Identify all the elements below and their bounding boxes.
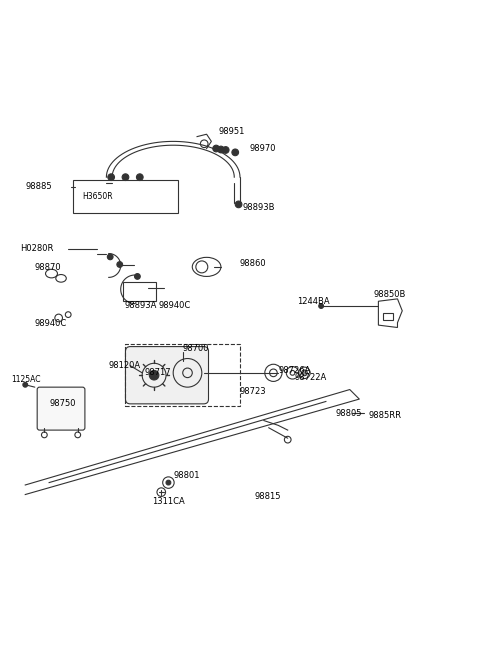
Circle shape <box>232 149 239 156</box>
Text: 98850B: 98850B <box>373 290 406 299</box>
Text: 98885: 98885 <box>25 182 52 191</box>
Bar <box>125 345 240 406</box>
Circle shape <box>235 201 242 208</box>
Text: 98940C: 98940C <box>159 301 191 310</box>
Circle shape <box>134 274 140 279</box>
Circle shape <box>166 480 171 485</box>
Circle shape <box>301 370 307 376</box>
Circle shape <box>149 371 159 380</box>
Text: 98860: 98860 <box>240 259 266 268</box>
Text: 1244BA: 1244BA <box>297 297 330 306</box>
Circle shape <box>222 147 229 153</box>
Bar <box>383 313 393 320</box>
Text: 98870: 98870 <box>35 263 61 272</box>
Bar <box>123 282 156 301</box>
Circle shape <box>108 174 115 181</box>
Circle shape <box>117 261 122 267</box>
Text: 98970: 98970 <box>250 144 276 153</box>
Text: 9885RR: 9885RR <box>369 411 402 421</box>
Text: 1311CA: 1311CA <box>152 497 184 506</box>
Circle shape <box>122 174 129 181</box>
Circle shape <box>23 383 28 387</box>
Text: 98717: 98717 <box>144 368 171 377</box>
Text: 98750: 98750 <box>49 400 76 408</box>
Text: H0280R: H0280R <box>21 244 54 253</box>
Text: 98723: 98723 <box>240 387 266 396</box>
Text: 98815: 98815 <box>254 493 281 502</box>
Text: 98700: 98700 <box>183 345 209 354</box>
Circle shape <box>108 254 113 260</box>
Text: 98893B: 98893B <box>242 203 275 212</box>
Circle shape <box>213 145 219 152</box>
Text: 98722A: 98722A <box>295 373 327 382</box>
Text: 1125AC: 1125AC <box>11 375 40 384</box>
Text: 98805: 98805 <box>336 409 362 418</box>
Text: 98120A: 98120A <box>109 361 141 370</box>
Text: 98951: 98951 <box>218 127 245 136</box>
Circle shape <box>136 174 143 181</box>
Circle shape <box>217 146 224 153</box>
Text: 98940C: 98940C <box>35 319 67 328</box>
FancyBboxPatch shape <box>37 387 85 430</box>
Circle shape <box>319 304 324 309</box>
Text: 98893A: 98893A <box>124 301 157 310</box>
Text: 98726A: 98726A <box>278 366 311 375</box>
Text: 98801: 98801 <box>173 471 200 480</box>
Bar <box>73 179 178 213</box>
FancyBboxPatch shape <box>125 346 208 404</box>
Text: H3650R: H3650R <box>83 192 113 201</box>
Polygon shape <box>378 299 402 328</box>
